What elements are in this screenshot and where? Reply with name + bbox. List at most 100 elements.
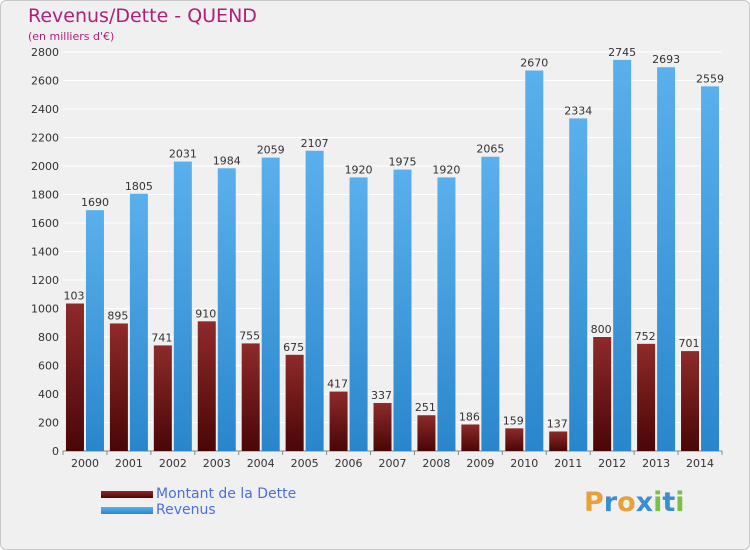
y-tick-label: 2400: [31, 103, 59, 116]
bar-dette-2013: [637, 343, 656, 451]
data-label-revenus-2001: 1805: [125, 180, 153, 193]
bar-revenus-2003: [217, 168, 236, 451]
logo-letter: r: [603, 487, 618, 518]
logo-letter: i: [675, 487, 685, 518]
data-label-revenus-2009: 2065: [476, 143, 504, 156]
bar-dette-2005: [285, 354, 304, 451]
data-label-dette-2003: 910: [195, 307, 216, 320]
bar-revenus-2008: [437, 177, 456, 451]
chart-title: Revenus/Dette - QUEND: [28, 5, 257, 27]
y-tick-label: 1000: [31, 303, 59, 316]
bar-revenus-2007: [393, 169, 412, 451]
data-label-dette-2001: 895: [107, 309, 128, 322]
y-tick-label: 1400: [31, 246, 59, 259]
legend-label-dette: Montant de la Dette: [156, 486, 297, 502]
data-label-revenus-2005: 2107: [301, 137, 329, 150]
data-label-revenus-2013: 2693: [652, 53, 680, 66]
bar-revenus-2011: [569, 118, 588, 451]
bar-revenus-2001: [129, 193, 148, 451]
x-tick-label: 2004: [247, 457, 275, 470]
x-tick-label: 2010: [510, 457, 538, 470]
y-tick-label: 2800: [31, 46, 59, 59]
x-tick-label: 2003: [203, 457, 231, 470]
data-label-revenus-2014: 2559: [696, 72, 724, 85]
bar-dette-2008: [417, 415, 436, 451]
x-tick-label: 2008: [422, 457, 450, 470]
logo-letter: P: [584, 487, 604, 518]
data-label-revenus-2008: 1920: [432, 163, 460, 176]
logo-letter: t: [662, 487, 676, 518]
data-label-revenus-2003: 1984: [213, 154, 241, 167]
y-tick-label: 1600: [31, 217, 59, 230]
logo-letter: o: [617, 487, 636, 518]
data-label-dette-2004: 755: [239, 329, 260, 342]
x-tick-label: 2012: [598, 457, 626, 470]
data-label-dette-2013: 752: [635, 330, 656, 343]
bar-dette-2007: [373, 402, 392, 451]
data-label-dette-2009: 186: [459, 410, 480, 423]
bar-revenus-2005: [305, 150, 324, 451]
bar-dette-2006: [329, 391, 348, 451]
x-tick-label: 2000: [71, 457, 99, 470]
y-tick-label: 400: [38, 388, 59, 401]
data-label-revenus-2010: 2670: [520, 57, 548, 70]
legend-swatch-revenus: [101, 507, 153, 514]
chart-subtitle: (en milliers d'€): [28, 30, 115, 43]
data-label-dette-2008: 251: [415, 401, 436, 414]
y-tick-label: 1800: [31, 189, 59, 202]
bar-revenus-2009: [481, 156, 500, 452]
bar-chart: 0 200 400 600 800 1000 1200 1400 1600 1800 2000 220…: [31, 46, 724, 470]
data-label-revenus-2000: 1690: [81, 196, 109, 209]
data-label-dette-2012: 800: [591, 323, 612, 336]
data-label-revenus-2011: 2334: [564, 104, 592, 117]
data-label-dette-2000: 103: [63, 290, 84, 303]
data-label-dette-2010: 159: [503, 414, 524, 427]
bar-revenus-2002: [173, 161, 192, 451]
y-tick-label: 2600: [31, 75, 59, 88]
logo-letter: x: [635, 487, 654, 518]
data-label-revenus-2004: 2059: [257, 144, 285, 157]
data-label-dette-2005: 675: [283, 341, 304, 354]
y-tick-label: 800: [38, 331, 59, 344]
bar-revenus-2014: [701, 86, 720, 451]
bar-dette-2004: [241, 343, 260, 451]
y-tick-label: 2000: [31, 160, 59, 173]
data-label-revenus-2007: 1975: [389, 156, 417, 169]
data-label-dette-2014: 701: [679, 337, 700, 350]
bar-dette-2010: [505, 428, 524, 451]
x-tick-label: 2014: [686, 457, 714, 470]
x-tick-label: 2002: [159, 457, 187, 470]
data-label-revenus-2006: 1920: [345, 163, 373, 176]
logo-letter: i: [653, 487, 663, 518]
x-tick-label: 2001: [115, 457, 143, 470]
bar-dette-2011: [549, 431, 568, 451]
y-tick-label: 600: [38, 360, 59, 373]
x-tick-label: 2013: [642, 457, 670, 470]
x-tick-label: 2007: [379, 457, 407, 470]
bar-revenus-2006: [349, 177, 368, 451]
bar-revenus-2012: [613, 59, 632, 452]
x-tick-label: 2006: [335, 457, 363, 470]
x-tick-label: 2005: [291, 457, 319, 470]
bar-revenus-2004: [261, 157, 280, 451]
bar-revenus-2010: [525, 70, 544, 452]
data-label-dette-2006: 417: [327, 378, 348, 391]
bar-dette-2009: [461, 424, 480, 451]
bar-dette-2014: [681, 351, 700, 451]
bar-dette-2002: [153, 345, 172, 451]
bar-revenus-2013: [657, 67, 676, 451]
data-label-dette-2002: 741: [151, 331, 172, 344]
legend-swatch-dette: [101, 491, 153, 498]
y-tick-label: 0: [52, 445, 59, 458]
data-label-revenus-2002: 2031: [169, 148, 197, 161]
data-label-dette-2011: 137: [547, 417, 568, 430]
bar-revenus-2000: [85, 210, 104, 451]
proxiti-logo: Proxiti: [584, 487, 685, 518]
bar-dette-2000: [65, 303, 84, 451]
y-tick-label: 2200: [31, 132, 59, 145]
bar-dette-2001: [109, 323, 128, 451]
x-tick-label: 2011: [554, 457, 582, 470]
data-label-revenus-2012: 2745: [608, 46, 636, 59]
legend-label-revenus: Revenus: [156, 502, 216, 518]
